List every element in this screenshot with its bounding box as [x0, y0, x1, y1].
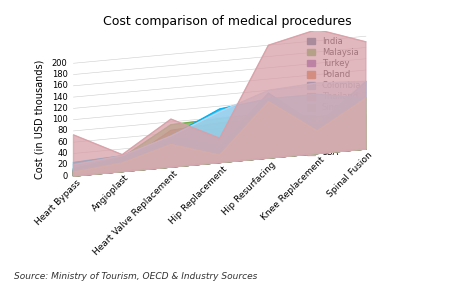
Text: 80: 80 [57, 126, 68, 135]
Polygon shape [74, 141, 366, 176]
Polygon shape [74, 109, 366, 176]
Text: 160: 160 [52, 81, 68, 90]
Text: 60: 60 [57, 138, 68, 147]
Text: Cost (in USD thousands): Cost (in USD thousands) [35, 60, 44, 179]
Polygon shape [74, 94, 366, 176]
Text: Heart Bypass: Heart Bypass [34, 178, 82, 227]
Polygon shape [74, 81, 366, 176]
Title: Cost comparison of medical procedures: Cost comparison of medical procedures [103, 15, 351, 28]
Polygon shape [74, 115, 366, 176]
Text: 0: 0 [62, 171, 68, 180]
Polygon shape [74, 81, 366, 176]
Legend: India, Malaysia, Turkey, Poland, Colombia, Thailand, Singapore, S. Korea, Mexico: India, Malaysia, Turkey, Poland, Colombi… [303, 34, 368, 160]
Polygon shape [74, 29, 366, 176]
Text: Heart Valve Replacement: Heart Valve Replacement [92, 169, 180, 257]
Polygon shape [74, 98, 366, 176]
Polygon shape [74, 144, 366, 176]
Text: 180: 180 [52, 70, 68, 79]
Polygon shape [74, 135, 366, 176]
Text: Knee Replacement: Knee Replacement [259, 155, 326, 222]
Text: 140: 140 [52, 92, 68, 102]
Text: Hip Resurfacing: Hip Resurfacing [220, 160, 277, 217]
Text: Spinal Fusion: Spinal Fusion [326, 151, 375, 199]
Text: 120: 120 [52, 104, 68, 113]
Text: 200: 200 [52, 59, 68, 68]
Text: Source: Ministry of Tourism, OECD & Industry Sources: Source: Ministry of Tourism, OECD & Indu… [14, 272, 257, 281]
Text: Angioplast: Angioplast [91, 173, 131, 213]
Text: 100: 100 [52, 115, 68, 124]
Text: 20: 20 [57, 160, 68, 169]
Text: Hip Replacement: Hip Replacement [167, 164, 228, 226]
Text: 40: 40 [57, 149, 68, 158]
Polygon shape [74, 102, 366, 176]
